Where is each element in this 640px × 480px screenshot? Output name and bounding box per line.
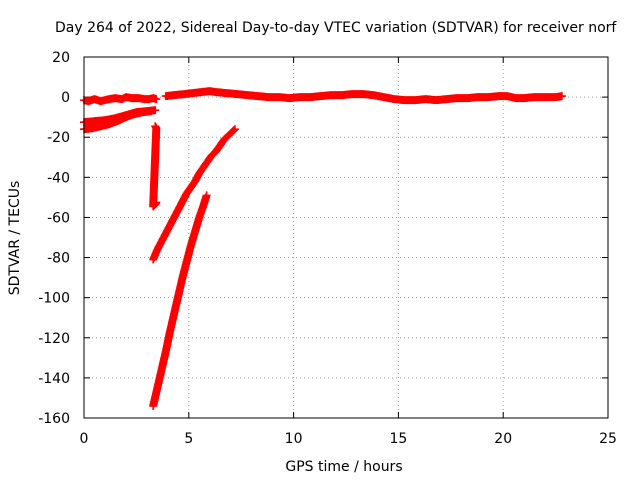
x-tick-label: 20	[494, 431, 512, 447]
axis-ticks: 20 0 -20 -40 -60 -80 -100 -120 -140 -160 0 5 10 15 20 2…	[38, 50, 617, 447]
y-tick-label: -60	[47, 210, 70, 226]
data-series-5	[161, 87, 566, 105]
data-series-6	[149, 125, 239, 264]
grid	[84, 57, 608, 418]
y-tick-label: -100	[38, 291, 70, 307]
data-points	[80, 87, 566, 410]
y-tick-label: -40	[47, 170, 70, 186]
x-tick-label: 15	[389, 431, 407, 447]
x-tick-label: 25	[599, 431, 617, 447]
x-tick-label: 0	[80, 431, 89, 447]
x-tick-label: 10	[285, 431, 303, 447]
y-tick-label: -160	[38, 411, 70, 427]
y-tick-label: 20	[52, 50, 70, 66]
y-axis-label: SDTVAR / TECUs	[7, 181, 23, 296]
y-tick-label: -140	[38, 371, 70, 387]
plot-frame	[83, 56, 609, 419]
y-tick-label: -80	[47, 251, 70, 267]
x-tick-label: 5	[184, 431, 193, 447]
data-series-2	[149, 122, 161, 211]
data-series-7	[149, 191, 211, 410]
data-series-1	[80, 93, 161, 106]
y-tick-label: -20	[47, 130, 70, 146]
x-axis-label: GPS time / hours	[285, 459, 402, 475]
y-tick-label: 0	[61, 90, 70, 106]
chart-title: Day 264 of 2022, Sidereal Day-to-day VTE…	[55, 20, 617, 36]
y-tick-label: -120	[38, 331, 70, 347]
